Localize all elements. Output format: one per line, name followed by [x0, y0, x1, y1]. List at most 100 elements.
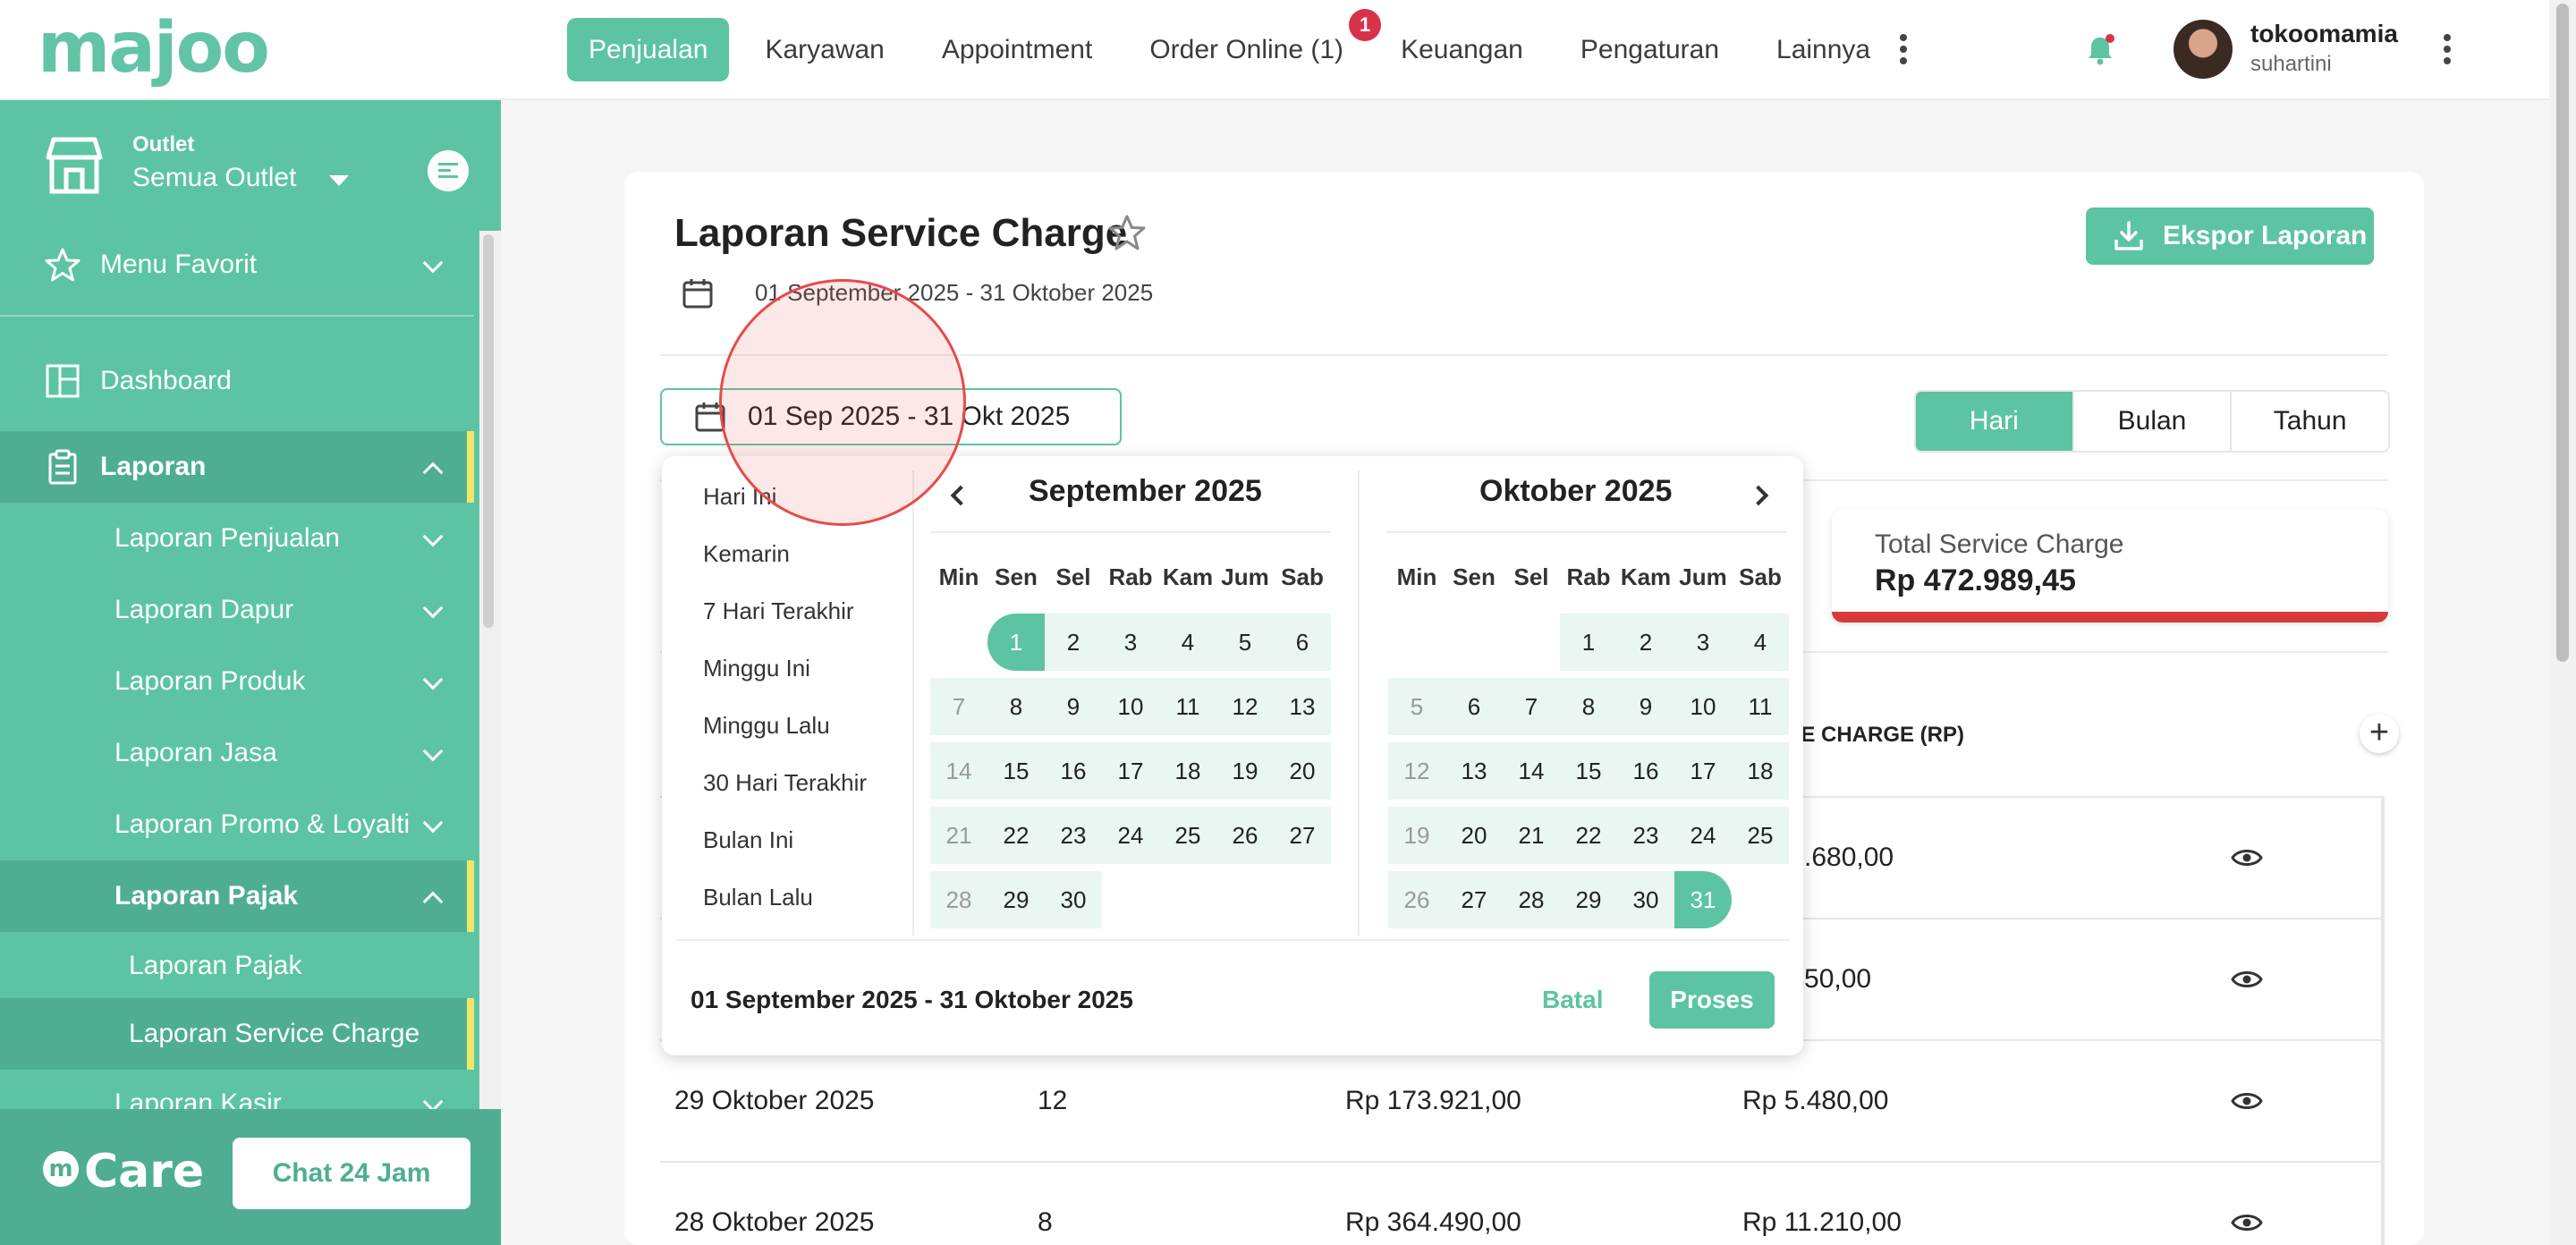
september-day[interactable]: 30: [1045, 871, 1102, 928]
oktober-day[interactable]: 22: [1560, 807, 1617, 864]
preset-kemarin[interactable]: Kemarin: [703, 540, 790, 567]
nav-lainnya[interactable]: Lainnya: [1776, 35, 1871, 64]
oktober-day[interactable]: 31: [1674, 871, 1732, 928]
oktober-day[interactable]: 26: [1388, 871, 1445, 928]
eye-icon[interactable]: [2231, 968, 2263, 991]
oktober-day[interactable]: 9: [1617, 678, 1674, 735]
september-day[interactable]: 3: [1102, 614, 1159, 671]
oktober-day[interactable]: 16: [1617, 742, 1674, 800]
nav-penjualan[interactable]: Penjualan: [567, 18, 730, 81]
nav-karyawan[interactable]: Karyawan: [765, 35, 885, 64]
sidebar-item-dashboard[interactable]: Dashboard: [0, 345, 474, 417]
oktober-day[interactable]: 27: [1445, 871, 1503, 928]
nav-appointment[interactable]: Appointment: [941, 35, 1093, 64]
sidebar-scrollbar[interactable]: [483, 234, 494, 628]
avatar[interactable]: [2174, 20, 2233, 79]
chat-24-jam-button[interactable]: Chat 24 Jam: [233, 1138, 470, 1209]
prev-month-icon[interactable]: [950, 485, 971, 506]
oktober-day[interactable]: 2: [1617, 614, 1674, 671]
oktober-day[interactable]: 25: [1732, 807, 1789, 864]
preset-minggu-lalu[interactable]: Minggu Lalu: [703, 712, 830, 739]
oktober-day[interactable]: 28: [1503, 871, 1560, 928]
september-day[interactable]: 10: [1102, 678, 1159, 735]
sidebar-item-laporan-penjualan[interactable]: Laporan Penjualan: [0, 503, 474, 574]
tab-bulan[interactable]: Bulan: [2074, 392, 2233, 451]
oktober-day[interactable]: 8: [1560, 678, 1617, 735]
september-day[interactable]: 28: [930, 871, 987, 928]
preset-bulan-lalu[interactable]: Bulan Lalu: [703, 884, 813, 910]
collapse-sidebar-button[interactable]: [428, 150, 469, 191]
column-header-service-charge[interactable]: CE CHARGE (RP): [1785, 723, 1965, 747]
preset-30-hari-terakhir[interactable]: 30 Hari Terakhir: [703, 769, 868, 796]
sidebar-item-laporan-jasa[interactable]: Laporan Jasa: [0, 717, 474, 789]
majoo-logo[interactable]: majoo: [38, 8, 270, 89]
oktober-day[interactable]: 21: [1503, 807, 1560, 864]
sidebar-item-menu-favorit[interactable]: Menu Favorit: [0, 229, 474, 301]
sidebar-item-laporan-dapur[interactable]: Laporan Dapur: [0, 574, 474, 646]
add-column-button[interactable]: +: [2360, 714, 2399, 753]
bell-icon[interactable]: [2082, 32, 2118, 68]
september-day[interactable]: 8: [987, 678, 1045, 735]
september-day[interactable]: 20: [1274, 742, 1331, 800]
september-day[interactable]: 6: [1274, 614, 1331, 671]
september-day[interactable]: 17: [1102, 742, 1159, 800]
september-day[interactable]: 19: [1216, 742, 1274, 800]
oktober-day[interactable]: 29: [1560, 871, 1617, 928]
oktober-day[interactable]: 23: [1617, 807, 1674, 864]
september-day[interactable]: 11: [1159, 678, 1216, 735]
outlet-caret-icon[interactable]: [329, 175, 349, 186]
sidebar-item-laporan-produk[interactable]: Laporan Produk: [0, 646, 474, 717]
september-day[interactable]: 22: [987, 807, 1045, 864]
page-scrollbar[interactable]: [2549, 0, 2576, 1245]
september-day[interactable]: 12: [1216, 678, 1274, 735]
september-day[interactable]: 4: [1159, 614, 1216, 671]
september-day[interactable]: 7: [930, 678, 987, 735]
september-day[interactable]: 21: [930, 807, 987, 864]
oktober-day[interactable]: 18: [1732, 742, 1789, 800]
september-day[interactable]: 2: [1045, 614, 1102, 671]
september-day[interactable]: 1: [987, 614, 1045, 671]
oktober-day[interactable]: 24: [1674, 807, 1732, 864]
next-month-icon[interactable]: [1748, 485, 1769, 506]
september-day[interactable]: 9: [1045, 678, 1102, 735]
september-day[interactable]: 25: [1159, 807, 1216, 864]
nav-order-online[interactable]: Order Online (1) 1: [1128, 9, 1382, 81]
sidebar-item-laporan-pajak-group[interactable]: Laporan Pajak: [0, 860, 474, 932]
sidebar-item-laporan-promo[interactable]: Laporan Promo & Loyalti: [0, 789, 474, 860]
september-day[interactable]: 15: [987, 742, 1045, 800]
oktober-day[interactable]: 30: [1617, 871, 1674, 928]
september-day[interactable]: 26: [1216, 807, 1274, 864]
oktober-day[interactable]: 13: [1445, 742, 1503, 800]
eye-icon[interactable]: [2231, 1211, 2263, 1234]
oktober-day[interactable]: 10: [1674, 678, 1732, 735]
outlet-select[interactable]: Semua Outlet: [132, 163, 297, 192]
september-day[interactable]: 24: [1102, 807, 1159, 864]
september-day[interactable]: 18: [1159, 742, 1216, 800]
oktober-day[interactable]: 14: [1503, 742, 1560, 800]
oktober-day[interactable]: 17: [1674, 742, 1732, 800]
user-menu-icon[interactable]: [2444, 34, 2453, 69]
nav-pengaturan[interactable]: Pengaturan: [1580, 35, 1720, 64]
eye-icon[interactable]: [2231, 846, 2263, 869]
september-day[interactable]: 13: [1274, 678, 1331, 735]
cancel-button[interactable]: Batal: [1542, 986, 1604, 1013]
oktober-day[interactable]: 4: [1732, 614, 1789, 671]
preset-7-hari-terakhir[interactable]: 7 Hari Terakhir: [703, 597, 854, 624]
oktober-day[interactable]: 12: [1388, 742, 1445, 800]
tab-hari[interactable]: Hari: [1916, 392, 2074, 451]
eye-icon[interactable]: [2231, 1089, 2263, 1113]
favorite-star-icon[interactable]: [1107, 213, 1147, 252]
oktober-day[interactable]: 3: [1674, 614, 1732, 671]
tab-tahun[interactable]: Tahun: [2273, 406, 2347, 436]
oktober-day[interactable]: 7: [1503, 678, 1560, 735]
nav-more-icon[interactable]: [1900, 34, 1909, 69]
export-report-button[interactable]: Ekspor Laporan: [2086, 208, 2374, 265]
sidebar-item-laporan-pajak[interactable]: Laporan Pajak: [0, 930, 474, 1002]
september-day[interactable]: 16: [1045, 742, 1102, 800]
user-name[interactable]: tokoomamia: [2250, 20, 2398, 47]
preset-bulan-ini[interactable]: Bulan Ini: [703, 826, 794, 853]
oktober-day[interactable]: 6: [1445, 678, 1503, 735]
september-day[interactable]: 5: [1216, 614, 1274, 671]
preset-minggu-ini[interactable]: Minggu Ini: [703, 655, 810, 682]
sidebar-item-laporan[interactable]: Laporan: [0, 431, 474, 503]
